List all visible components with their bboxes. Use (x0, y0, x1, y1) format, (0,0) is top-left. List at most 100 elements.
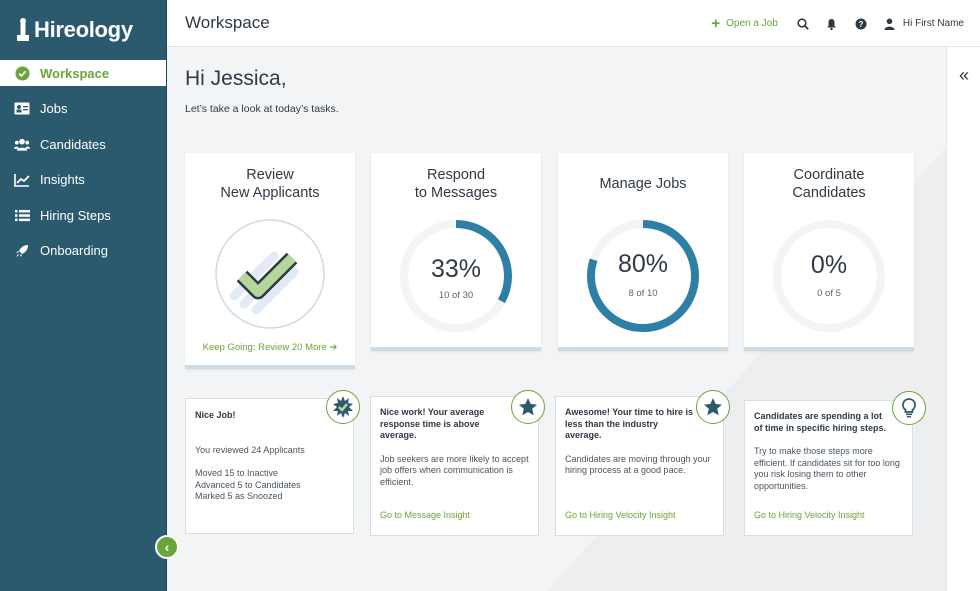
sidebar-item-label: Jobs (40, 101, 68, 116)
card-title-line2: Candidates (792, 185, 866, 201)
tip-card-time-to-hire: Awesome! Your time to hire is less than … (555, 396, 724, 536)
tip-heading: Nice Job! (195, 410, 236, 420)
go-to-hiring-velocity-link[interactable]: Go to Hiring Velocity Insight (754, 509, 865, 520)
top-bar: Workspace + Open a Job ? Hi First Name (167, 0, 980, 47)
collapse-sidebar-button[interactable]: ‹ (155, 535, 179, 559)
progress-percent: 33% (430, 255, 482, 283)
brand-logo[interactable]: Hireology (0, 0, 166, 60)
card-title: Coordinate Candidates (744, 153, 914, 202)
progress-fraction: 8 of 10 (628, 288, 658, 299)
card-title-line1: Respond (426, 167, 486, 183)
rocket-icon (14, 243, 30, 259)
card-review-applicants[interactable]: Review New Applicants Keep Going: Review… (185, 153, 355, 369)
progress-arc (400, 220, 512, 332)
lightbulb-icon (892, 391, 926, 425)
card-bottom-bar (371, 347, 541, 351)
tip-body: Candidates are moving through your hirin… (565, 453, 711, 476)
brand-name: Hireology (34, 17, 133, 42)
star-icon (696, 390, 730, 424)
list-icon (14, 207, 30, 223)
card-bottom-bar (558, 347, 728, 351)
progress-ring (773, 220, 885, 332)
line-chart-icon (14, 172, 30, 188)
right-rail: « (946, 47, 980, 591)
chevron-left-icon: ‹ (164, 539, 170, 555)
progress-percent: 80% (617, 250, 669, 278)
sidebar-item-label: Onboarding (40, 243, 108, 258)
tip-heading: Candidates are spending a lot of time in… (754, 411, 887, 433)
user-menu[interactable]: Hi First Name (883, 17, 964, 31)
card-title-line2: New Applicants (220, 185, 320, 201)
tip-line: Marked 5 as Snoozed (195, 491, 283, 501)
sidebar-item-insights[interactable]: Insights (0, 167, 166, 193)
plus-icon: + (711, 15, 721, 32)
card-title-line1: Coordinate (793, 167, 865, 183)
help-icon[interactable]: ? (854, 17, 868, 31)
tip-card-response-time: Nice work! Your average response time is… (370, 396, 539, 536)
tip-card-nice-job: Nice Job! You reviewed 24 Applicants Mov… (185, 398, 354, 534)
progress-ring (400, 220, 512, 332)
card-title: Respond to Messages (371, 153, 541, 202)
sidebar-nav: Workspace Jobs Candidates Insights Hirin… (0, 60, 166, 264)
greeting-subtitle: Let’s take a look at today’s tasks. (185, 103, 339, 115)
arrow-right-icon: ➔ (329, 342, 338, 353)
search-icon[interactable] (796, 17, 810, 31)
sidebar-item-label: Hiring Steps (40, 207, 111, 223)
user-greeting: Hi First Name (902, 18, 964, 29)
card-title-line1: Review (246, 167, 294, 183)
go-to-message-insight-link[interactable]: Go to Message Insight (380, 509, 471, 520)
tip-card-hiring-steps: Candidates are spending a lot of time in… (744, 400, 913, 536)
tip-body: Try to make those steps more efficient. … (754, 446, 900, 491)
progress-ring (587, 220, 699, 332)
open-job-label: Open a Job (726, 18, 778, 29)
sidebar-item-workspace[interactable]: Workspace (0, 60, 166, 86)
sidebar-item-jobs[interactable]: Jobs (0, 96, 166, 122)
sidebar-item-candidates[interactable]: Candidates (0, 131, 166, 157)
card-manage-jobs[interactable]: Manage Jobs 80% 8 of 10 (558, 153, 728, 351)
top-actions: + Open a Job ? Hi First Name (711, 0, 964, 47)
double-chevron-left-icon[interactable]: « (959, 65, 970, 85)
check-circle-icon (14, 65, 30, 81)
card-coordinate-candidates[interactable]: Coordinate Candidates 0% 0 of 5 (744, 153, 914, 351)
svg-text:?: ? (858, 20, 863, 29)
open-job-button[interactable]: + Open a Job (711, 15, 777, 32)
keep-going-link[interactable]: Keep Going: Review 20 More ➔ (185, 342, 355, 353)
page-title: Workspace (185, 13, 270, 32)
sidebar-item-label: Insights (40, 172, 85, 187)
user-icon (883, 17, 897, 31)
go-to-hiring-velocity-link[interactable]: Go to Hiring Velocity Insight (565, 509, 676, 520)
greeting: Hi Jessica, (185, 67, 287, 90)
progress-fraction: 0 of 5 (817, 288, 841, 299)
progress-percent: 0% (810, 251, 848, 279)
id-card-icon (14, 101, 30, 117)
tip-line: You reviewed 24 Applicants (195, 444, 305, 455)
sidebar-item-label: Candidates (40, 136, 106, 152)
card-title-line1: Manage Jobs (599, 176, 687, 192)
tip-line: Advanced 5 to Candidates (195, 479, 301, 490)
sidebar-item-hiring-steps[interactable]: Hiring Steps (0, 202, 166, 228)
card-respond-messages[interactable]: Respond to Messages 33% 10 of 30 (371, 153, 541, 351)
users-icon (14, 136, 30, 152)
sidebar: Hireology Workspace Jobs Candidates Insi… (0, 0, 167, 591)
card-title-line2: to Messages (414, 185, 498, 201)
tip-heading: Nice work! Your average response time is… (380, 407, 485, 440)
tip-line: Moved 15 to Inactive (195, 468, 279, 478)
tip-body: Job seekers are more likely to accept jo… (380, 453, 529, 487)
checkmark-illustration-icon (215, 219, 325, 329)
chess-pawn-icon (16, 17, 30, 43)
sidebar-item-onboarding[interactable]: Onboarding (0, 238, 166, 264)
card-title: Manage Jobs (558, 153, 728, 193)
progress-arc (587, 220, 699, 332)
bell-icon[interactable] (825, 17, 839, 31)
progress-fraction: 10 of 30 (438, 290, 474, 301)
sparkle-badge-icon (326, 390, 360, 424)
progress-track (773, 220, 885, 332)
card-bottom-bar (185, 365, 355, 369)
tip-heading: Awesome! Your time to hire is less than … (565, 407, 694, 440)
keep-going-label: Keep Going: Review 20 More (202, 342, 327, 353)
main-content: Hi Jessica, Let’s take a look at today’s… (167, 47, 946, 591)
sidebar-item-label: Workspace (40, 65, 110, 81)
star-icon (511, 390, 545, 424)
card-title: Review New Applicants (185, 153, 355, 202)
card-bottom-bar (744, 347, 914, 351)
